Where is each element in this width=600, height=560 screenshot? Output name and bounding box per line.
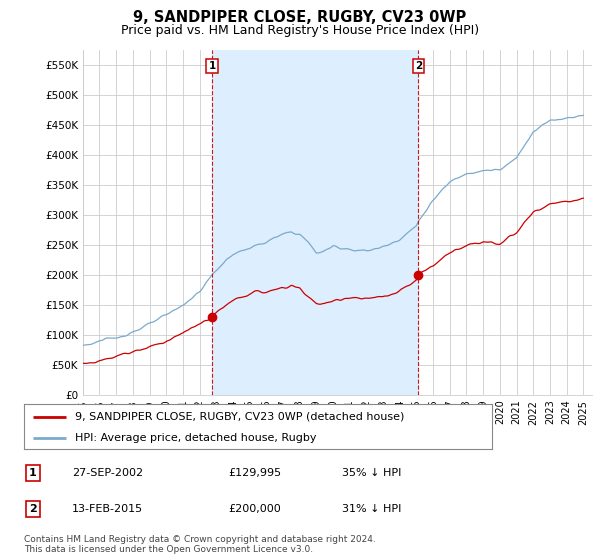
Bar: [212, 50, 418, 395]
Text: 13-FEB-2015: 13-FEB-2015: [72, 505, 143, 514]
Text: 1: 1: [208, 61, 216, 71]
Text: 27-SEP-2002: 27-SEP-2002: [72, 468, 143, 478]
Text: 9, SANDPIPER CLOSE, RUGBY, CV23 0WP: 9, SANDPIPER CLOSE, RUGBY, CV23 0WP: [133, 10, 467, 25]
Text: £200,000: £200,000: [228, 505, 281, 514]
Text: 35% ↓ HPI: 35% ↓ HPI: [342, 468, 401, 478]
Text: 31% ↓ HPI: 31% ↓ HPI: [342, 505, 401, 514]
Text: 2: 2: [29, 505, 37, 514]
Text: 1: 1: [29, 468, 37, 478]
Text: 9, SANDPIPER CLOSE, RUGBY, CV23 0WP (detached house): 9, SANDPIPER CLOSE, RUGBY, CV23 0WP (det…: [76, 412, 405, 422]
Text: Price paid vs. HM Land Registry's House Price Index (HPI): Price paid vs. HM Land Registry's House …: [121, 24, 479, 36]
Text: 2: 2: [415, 61, 422, 71]
Text: £129,995: £129,995: [228, 468, 281, 478]
Text: Contains HM Land Registry data © Crown copyright and database right 2024.
This d: Contains HM Land Registry data © Crown c…: [24, 535, 376, 554]
Text: HPI: Average price, detached house, Rugby: HPI: Average price, detached house, Rugb…: [76, 433, 317, 443]
